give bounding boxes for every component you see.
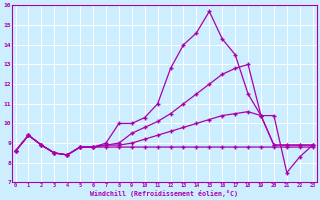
X-axis label: Windchill (Refroidissement éolien,°C): Windchill (Refroidissement éolien,°C): [90, 190, 238, 197]
